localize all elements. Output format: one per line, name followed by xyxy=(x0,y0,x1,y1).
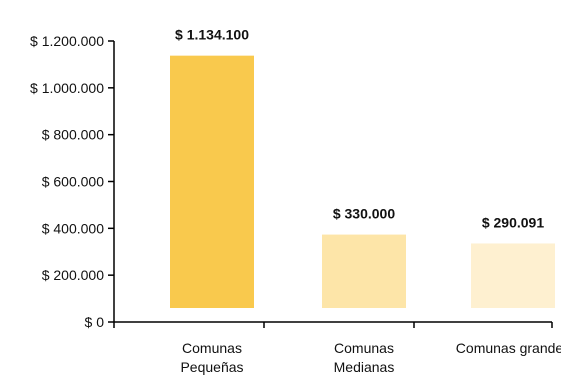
y-tick-label: $ 600.000 xyxy=(42,174,104,190)
y-tick-label: $ 400.000 xyxy=(42,220,104,236)
bar xyxy=(170,55,254,308)
x-category-label: Comunas Medianas xyxy=(334,340,395,375)
y-tick-label: $ 1.200.000 xyxy=(30,33,104,49)
bar-value-label: $ 330.000 xyxy=(333,206,395,222)
bar-value-label: $ 1.134.100 xyxy=(175,27,249,43)
y-tick-label: $ 200.000 xyxy=(42,267,104,283)
y-tick-label: $ 800.000 xyxy=(42,127,104,143)
bar-value-label: $ 290.091 xyxy=(482,214,544,230)
bar xyxy=(471,243,555,308)
y-tick-label: $ 0 xyxy=(85,314,105,330)
bar xyxy=(322,234,406,308)
data-labels: $ 1.134.100 $ 330.000 $ 290.091 xyxy=(175,27,544,231)
y-axis: $ 0 $ 200.000 $ 400.000 $ 600.000 $ 800.000 $… xyxy=(30,33,115,330)
x-axis: Comunas Pequeñas Comunas Medianas Comunas gr… xyxy=(113,321,561,375)
x-category-label: Comunas grandes xyxy=(456,340,561,356)
x-category-label: Comunas Pequeñas xyxy=(180,340,243,375)
y-tick-label: $ 1.000.000 xyxy=(30,80,104,96)
bars xyxy=(170,55,555,308)
